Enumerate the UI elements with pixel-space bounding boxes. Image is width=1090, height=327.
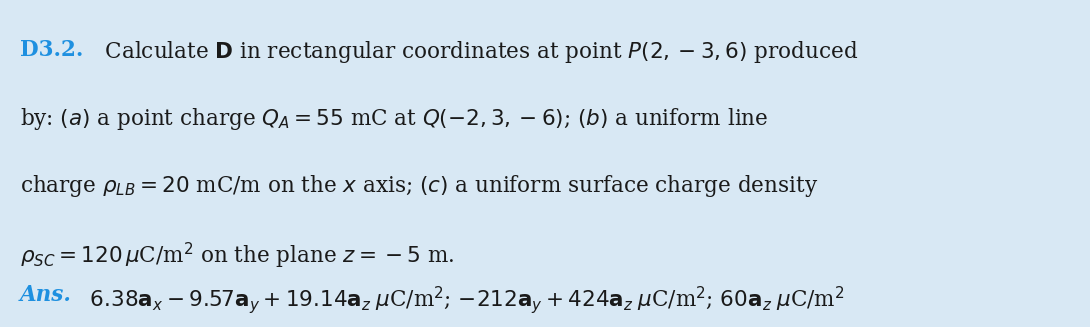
Text: by: $(a)$ a point charge $Q_A = 55$ mC at $Q(-2, 3, -6)$; $(b)$ a uniform line: by: $(a)$ a point charge $Q_A = 55$ mC a…	[20, 106, 768, 132]
Text: $\rho_{SC} = 120\,\mu$C/m$^2$ on the plane $z = -5$ m.: $\rho_{SC} = 120\,\mu$C/m$^2$ on the pla…	[20, 240, 455, 270]
Text: $6.38\mathbf{a}_x - 9.57\mathbf{a}_y + 19.14\mathbf{a}_z\;\mu$C/m$^2$; $-212\mat: $6.38\mathbf{a}_x - 9.57\mathbf{a}_y + 1…	[83, 284, 845, 317]
Text: D3.2.: D3.2.	[20, 39, 83, 61]
Text: Ans.: Ans.	[20, 284, 72, 306]
Text: charge $\rho_{LB} = 20$ mC/m on the $x$ axis; $(c)$ a uniform surface charge den: charge $\rho_{LB} = 20$ mC/m on the $x$ …	[20, 173, 818, 199]
Text: Calculate $\mathbf{D}$ in rectangular coordinates at point $P(2, -3, 6)$ produce: Calculate $\mathbf{D}$ in rectangular co…	[98, 39, 858, 65]
